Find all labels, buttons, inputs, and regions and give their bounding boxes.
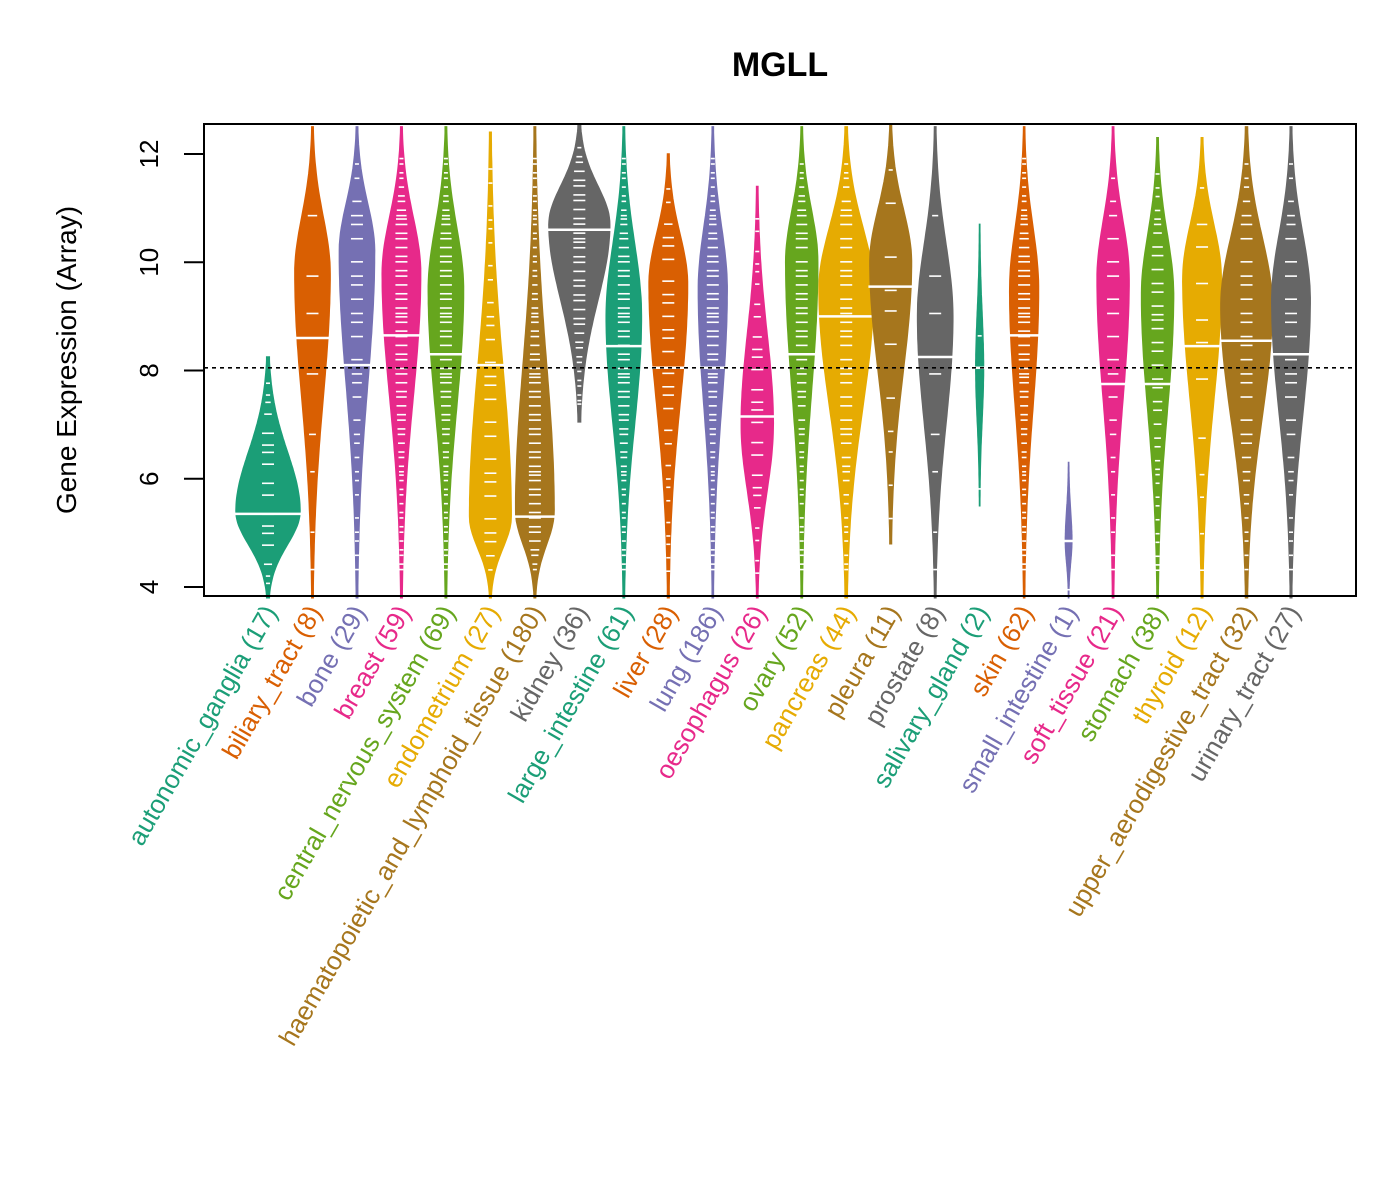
violin-body (294, 126, 331, 599)
violin-body (1064, 461, 1073, 599)
violin-body (338, 126, 376, 599)
violin-body (916, 126, 954, 599)
violin-body (648, 153, 689, 599)
violin-body (235, 356, 301, 599)
y-tick-label: 12 (134, 140, 164, 169)
violin-upper-aerodigestive-tract (1220, 126, 1273, 599)
y-tick-label: 8 (134, 363, 164, 377)
violin-body (548, 123, 611, 423)
violin-endometrium (468, 131, 512, 599)
violin-body (605, 126, 643, 599)
violin-autonomic-ganglia (234, 356, 302, 599)
violin-body (1182, 137, 1222, 599)
y-tick-label: 4 (134, 580, 164, 594)
violin-body (427, 126, 465, 599)
violin-central-nervous-system (427, 126, 465, 599)
violin-prostate (916, 126, 954, 599)
violin-body (818, 126, 875, 599)
violin-body (784, 126, 819, 599)
plot-frame (203, 123, 1357, 597)
violin-thyroid (1182, 137, 1222, 599)
violin-pancreas (817, 126, 875, 599)
violin-pleura (868, 123, 913, 545)
violin-urinary-tract (1271, 126, 1311, 599)
violin-body (514, 126, 555, 599)
violin-body (697, 126, 728, 599)
violin-biliary-tract (294, 126, 331, 599)
violin-skin (1008, 126, 1040, 599)
violin-bone (338, 126, 376, 599)
violin-lung (697, 126, 728, 599)
violin-kidney (547, 123, 612, 423)
violin-group (234, 123, 1311, 599)
y-tick-label: 10 (134, 248, 164, 277)
violin-liver (648, 153, 689, 599)
violin-large-intestine (604, 126, 643, 599)
violin-breast (381, 126, 422, 599)
violin-body (740, 185, 775, 599)
violin-haematopoietic-and-lymphoid-tissue (513, 126, 556, 599)
violin-salivary-gland (973, 223, 986, 507)
y-tick-label: 6 (134, 472, 164, 486)
violin-body (1220, 126, 1273, 599)
violin-body (869, 123, 913, 545)
violin-body (1008, 126, 1040, 599)
chart-title: MGLL (732, 46, 828, 84)
y-axis-label: Gene Expression (Array) (51, 206, 82, 514)
violin-small-intestine (1063, 461, 1074, 599)
violin-soft-tissue (1096, 126, 1130, 599)
violin-body (1096, 126, 1130, 599)
violin-ovary (784, 126, 819, 599)
x-axis-labels: autonomic_ganglia (17)biliary_tract (8)b… (121, 600, 1306, 1051)
y-axis: 4 6 8 10 12 (134, 140, 204, 594)
violin-body (975, 223, 985, 507)
violin-body (381, 126, 422, 599)
violin-oesophagus (739, 185, 776, 599)
violin-body (1271, 126, 1311, 599)
